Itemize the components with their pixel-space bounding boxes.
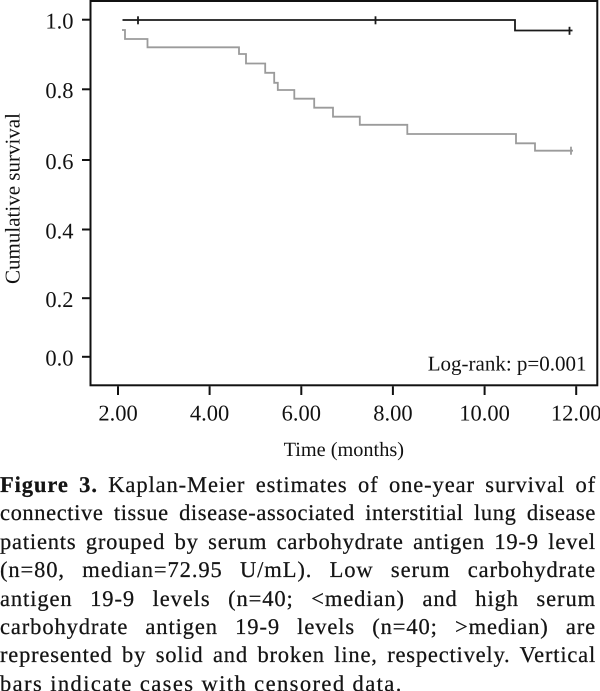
svg-text:1.0: 1.0: [45, 9, 73, 34]
svg-text:12.00: 12.00: [551, 401, 600, 426]
svg-text:0.6: 0.6: [45, 149, 73, 174]
svg-text:4.00: 4.00: [190, 401, 229, 426]
svg-text:10.00: 10.00: [459, 401, 510, 426]
svg-text:0.0: 0.0: [45, 346, 73, 371]
svg-text:8.00: 8.00: [373, 401, 412, 426]
svg-text:Time (months): Time (months): [284, 439, 404, 461]
svg-text:6.00: 6.00: [282, 401, 321, 426]
svg-text:0.2: 0.2: [45, 287, 73, 312]
svg-text:Cumulative survival: Cumulative survival: [1, 113, 25, 284]
svg-text:0.4: 0.4: [45, 218, 73, 243]
svg-text:0.8: 0.8: [45, 78, 73, 103]
svg-text:Log-rank: p=0.001: Log-rank: p=0.001: [428, 351, 587, 375]
svg-text:2.00: 2.00: [98, 401, 137, 426]
